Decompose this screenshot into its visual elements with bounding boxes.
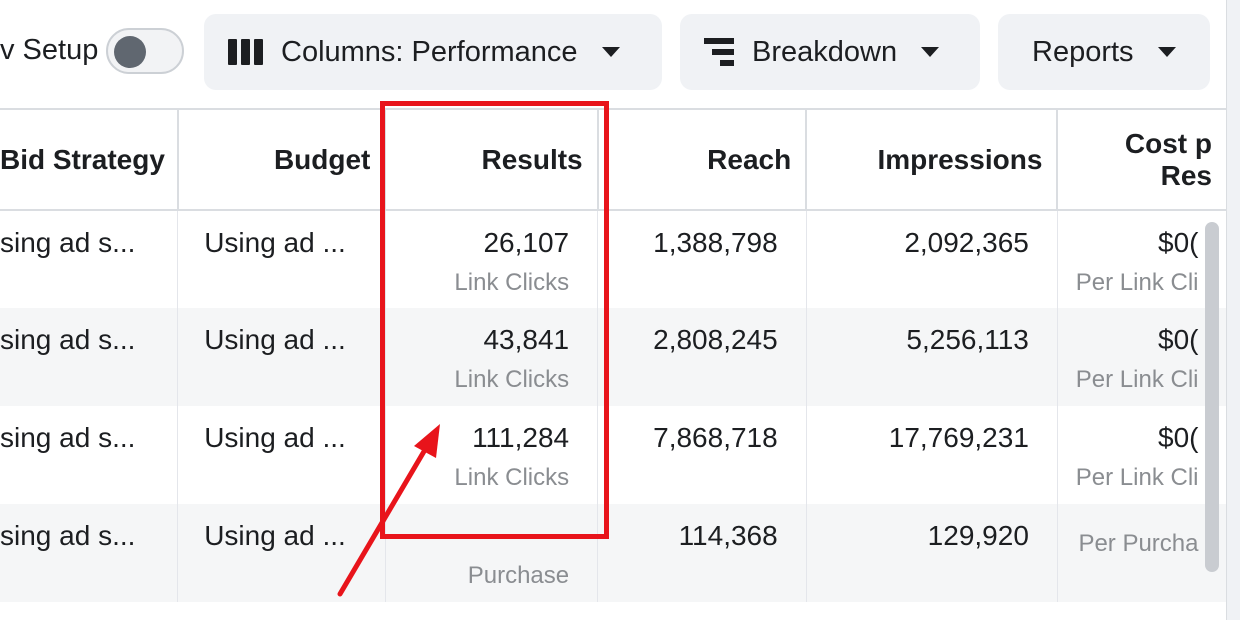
header-cost-line2: Res <box>1160 159 1212 191</box>
columns-icon <box>228 39 263 65</box>
panel-edge <box>1226 0 1240 620</box>
cell-cost-per-result: $0( Per Link Cli <box>1057 308 1228 406</box>
header-budget[interactable]: Budget <box>177 110 387 211</box>
toolbar: v Setup Columns: Performance Breakdown R… <box>0 0 1240 110</box>
columns-button[interactable]: Columns: Performance <box>204 14 662 90</box>
cell-cost-per-result: $0( Per Link Cli <box>1057 406 1228 504</box>
setup-toggle[interactable] <box>106 28 184 74</box>
header-impressions[interactable]: Impressions <box>806 110 1059 211</box>
cell-bid-strategy: sing ad s... <box>0 210 179 308</box>
setup-label: v Setup <box>0 34 99 66</box>
cell-impressions: 17,769,231 <box>806 406 1058 504</box>
cell-impressions: 129,920 <box>806 504 1058 602</box>
results-type: Link Clicks <box>454 464 570 491</box>
cell-budget: Using ad ... <box>177 308 386 406</box>
cell-cost-per-result: $0( Per Link Cli <box>1057 210 1228 308</box>
reports-button[interactable]: Reports <box>998 14 1210 90</box>
vertical-scrollbar[interactable] <box>1205 222 1219 572</box>
cost-value: $0( <box>1158 227 1199 258</box>
toggle-knob <box>114 36 146 68</box>
results-value: 26,107 <box>483 227 570 258</box>
caret-down-icon <box>921 47 940 57</box>
cell-bid-strategy: sing ad s... <box>0 308 179 406</box>
cell-reach: 114,368 <box>597 504 807 602</box>
table-row[interactable]: sing ad s... Using ad ... 26,107 Link Cli… <box>0 210 1228 308</box>
annotation-highlight-box <box>380 101 609 539</box>
cell-results: 26,107 Link Clicks <box>385 210 599 308</box>
results-type: Link Clicks <box>454 269 570 296</box>
reports-label: Reports <box>1032 35 1134 68</box>
columns-label: Columns: Performance <box>281 35 578 68</box>
results-type: Purchase <box>467 562 570 589</box>
caret-down-icon <box>601 47 620 57</box>
header-reach[interactable]: Reach <box>597 110 808 211</box>
cell-impressions: 5,256,113 <box>806 308 1058 406</box>
caret-down-icon <box>1157 47 1176 57</box>
cost-type: Per Link Cli <box>1075 464 1199 491</box>
cost-value: $0( <box>1158 422 1199 453</box>
ads-table: Bid Strategy Budget Results Reach Impres… <box>0 110 1228 620</box>
header-bid-strategy[interactable]: Bid Strategy <box>0 110 179 211</box>
cost-value: $0( <box>1158 324 1199 355</box>
header-cost-line1: Cost p <box>1124 127 1212 159</box>
header-results[interactable]: Results <box>385 110 599 211</box>
cell-bid-strategy: sing ad s... <box>0 406 179 504</box>
cell-budget: Using ad ... <box>177 210 386 308</box>
cell-impressions: 2,092,365 <box>806 210 1058 308</box>
cell-budget: Using ad ... <box>177 504 386 602</box>
breakdown-button[interactable]: Breakdown <box>680 14 980 90</box>
table-row[interactable]: sing ad s... Using ad ... 43,841 Link Cli… <box>0 308 1228 406</box>
cell-bid-strategy: sing ad s... <box>0 504 179 602</box>
cost-type: Per Link Cli <box>1075 366 1199 393</box>
cell-cost-per-result: Per Purcha <box>1057 504 1228 602</box>
cell-results: 43,841 Link Clicks <box>385 308 599 406</box>
results-value: 43,841 <box>483 324 570 355</box>
results-type: Link Clicks <box>454 366 570 393</box>
cell-reach: 7,868,718 <box>597 406 807 504</box>
cost-type: Per Link Cli <box>1075 269 1199 296</box>
results-value: 111,284 <box>472 422 570 453</box>
cell-reach: 1,388,798 <box>597 210 807 308</box>
header-cost-per-result[interactable]: Cost p Res <box>1057 110 1228 211</box>
cost-type: Per Purcha <box>1078 530 1199 557</box>
cell-budget: Using ad ... <box>177 406 386 504</box>
table-row[interactable]: sing ad s... Using ad ... 111,284 Link Cl… <box>0 406 1228 504</box>
breakdown-icon <box>704 38 734 66</box>
breakdown-label: Breakdown <box>752 35 898 68</box>
cell-reach: 2,808,245 <box>597 308 807 406</box>
